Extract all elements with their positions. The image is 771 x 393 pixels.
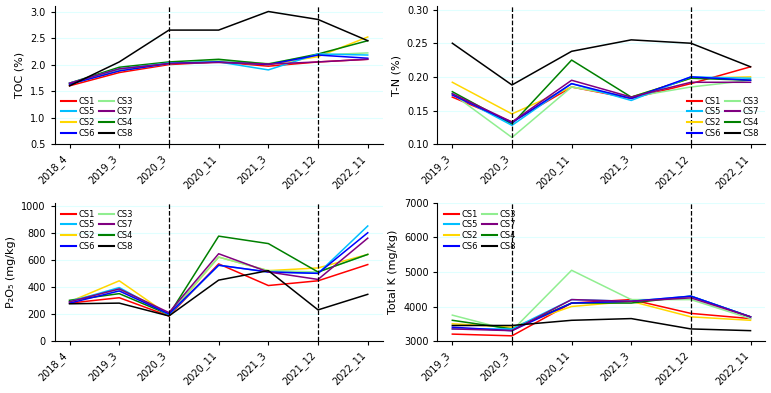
Legend: CS1, CS5, CS2, CS6, CS3, CS7, CS4, CS8: CS1, CS5, CS2, CS6, CS3, CS7, CS4, CS8 bbox=[59, 207, 136, 253]
Y-axis label: T-N (%): T-N (%) bbox=[391, 55, 401, 96]
Legend: CS1, CS5, CS2, CS6, CS3, CS7, CS4, CS8: CS1, CS5, CS2, CS6, CS3, CS7, CS4, CS8 bbox=[59, 94, 136, 140]
Y-axis label: Total K (mg/kg): Total K (mg/kg) bbox=[389, 230, 398, 314]
Y-axis label: P₂O₅ (mg/kg): P₂O₅ (mg/kg) bbox=[5, 236, 15, 308]
Legend: CS1, CS5, CS2, CS6, CS3, CS7, CS4, CS8: CS1, CS5, CS2, CS6, CS3, CS7, CS4, CS8 bbox=[684, 94, 761, 140]
Legend: CS1, CS5, CS2, CS6, CS3, CS7, CS4, CS8: CS1, CS5, CS2, CS6, CS3, CS7, CS4, CS8 bbox=[442, 207, 519, 253]
Y-axis label: TOC (%): TOC (%) bbox=[15, 52, 25, 98]
